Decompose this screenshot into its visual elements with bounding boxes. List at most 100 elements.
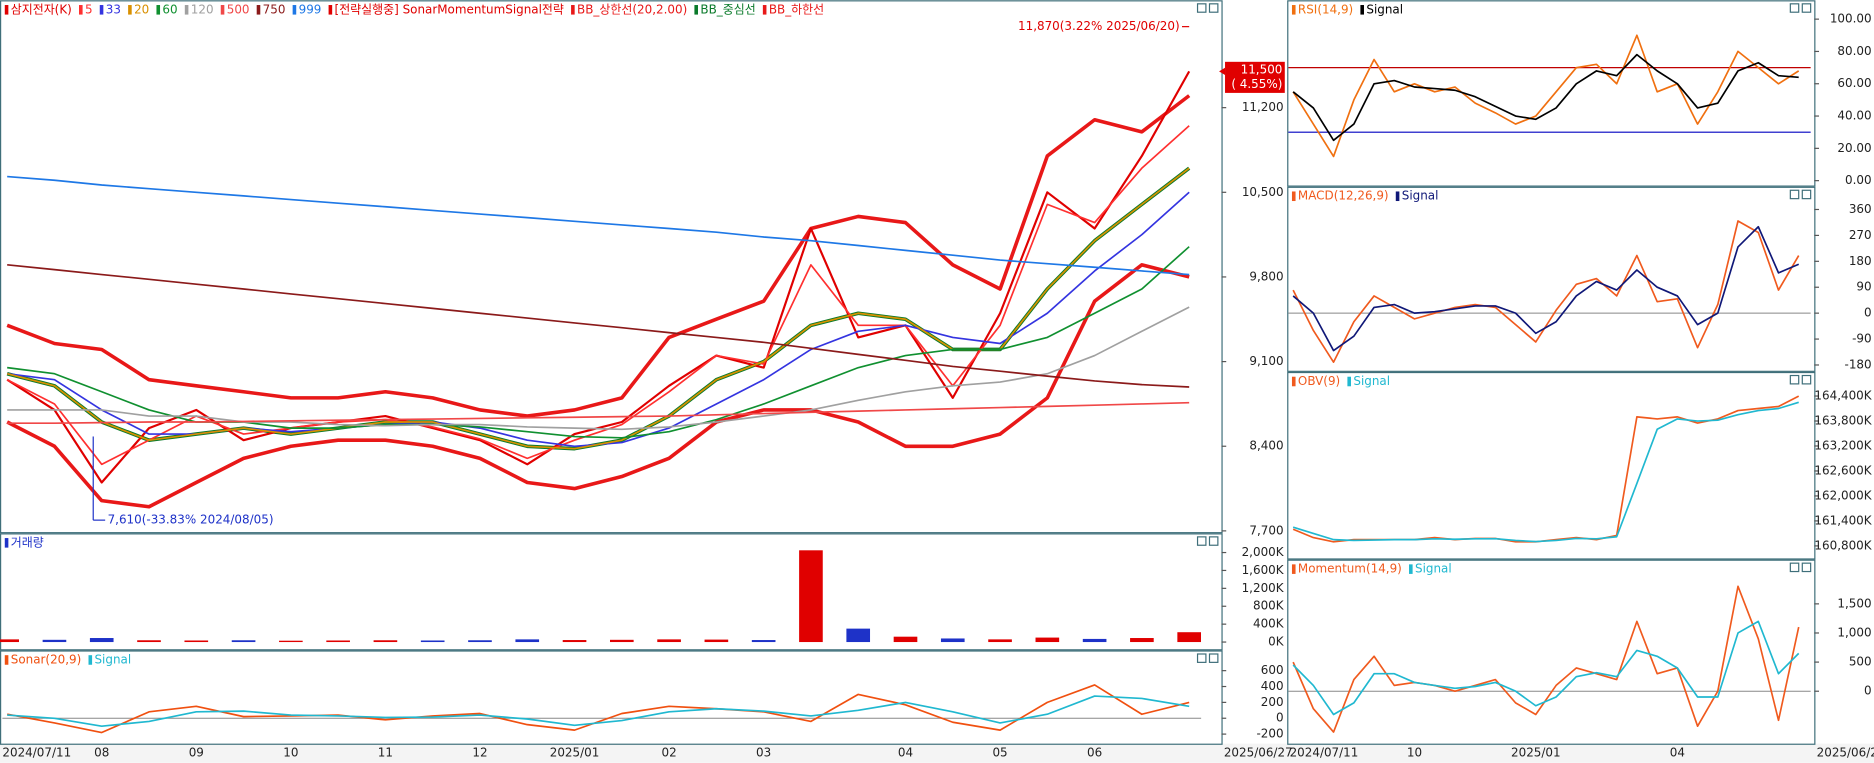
panel-frame xyxy=(0,0,1223,534)
volume-bar xyxy=(609,639,634,643)
y-tick-label: 1,600K xyxy=(1242,563,1285,577)
panel-button[interactable] xyxy=(1801,374,1812,385)
x-tick-label: 08 xyxy=(94,746,109,760)
panel-frame xyxy=(0,533,1223,651)
volume-bar xyxy=(1082,638,1107,643)
last-price-box xyxy=(1225,61,1285,93)
legend-swatch xyxy=(1291,564,1296,574)
volume-bar xyxy=(704,639,729,643)
legend-label: 20 xyxy=(134,2,149,16)
legend-swatch xyxy=(88,655,93,665)
panel-button[interactable] xyxy=(1801,562,1812,573)
legend-label: Signal xyxy=(1366,2,1403,16)
legend-swatch xyxy=(571,5,575,15)
legend-label: BB_하한선 xyxy=(769,2,824,16)
panel-frame xyxy=(1287,0,1816,187)
series-line xyxy=(1292,53,1799,142)
y-tick-label: 0 xyxy=(1864,684,1872,698)
x-tick-label: 2024/07/11 xyxy=(2,746,71,760)
y-tick-label: 8,400 xyxy=(1249,439,1283,453)
legend-swatch xyxy=(128,5,132,15)
volume-bar xyxy=(231,640,256,643)
panel-button[interactable] xyxy=(1801,189,1812,200)
y-tick-label: 162,000K xyxy=(1814,488,1872,502)
y-tick-label: 180 xyxy=(1849,254,1872,268)
legend-swatch xyxy=(184,5,189,15)
y-tick-label: 11,200 xyxy=(1242,100,1284,114)
low-annotation: 7,610(-33.83% 2024/08/05) xyxy=(108,513,274,527)
plot-area xyxy=(1292,395,1800,543)
y-tick-label: 164,400K xyxy=(1814,389,1872,403)
panel-frame xyxy=(1287,186,1816,372)
y-tick-label: 200 xyxy=(1261,695,1284,709)
x-tick-label: 03 xyxy=(756,746,771,760)
legend-swatch xyxy=(1347,376,1351,387)
x-tick-label: 2025/06/27 xyxy=(1224,746,1293,760)
bollinger-band xyxy=(6,94,1191,418)
legend-label: Momentum(14,9) xyxy=(1298,562,1402,576)
y-tick-label: -180 xyxy=(1845,357,1872,371)
y-tick-label: -90 xyxy=(1852,332,1872,346)
legend-label: 5 xyxy=(85,2,93,16)
panel-button[interactable] xyxy=(1801,3,1812,13)
panel-button[interactable] xyxy=(1208,3,1219,13)
y-tick-label: 60.00 xyxy=(1837,76,1871,90)
legend-swatch xyxy=(256,5,261,15)
y-tick-label: 7,700 xyxy=(1249,523,1283,537)
y-tick-label: 163,800K xyxy=(1814,414,1872,428)
volume-bar xyxy=(940,638,965,643)
x-tick-label: 11 xyxy=(378,746,393,760)
volume-bar xyxy=(751,640,776,643)
panel-button[interactable] xyxy=(1789,3,1800,13)
legend-label: Sonar(20,9) xyxy=(11,652,82,666)
legend-label: 500 xyxy=(227,2,250,16)
y-tick-label: 9,800 xyxy=(1249,269,1283,283)
series-line xyxy=(1292,620,1800,716)
legend-swatch xyxy=(1291,376,1296,387)
volume-bar xyxy=(657,639,681,643)
panel-button[interactable] xyxy=(1196,536,1207,546)
last-price: 11,500 xyxy=(1241,63,1283,77)
y-tick-label: 9,100 xyxy=(1249,354,1283,368)
panel-button[interactable] xyxy=(1789,562,1800,573)
last-change: ( 4.55%) xyxy=(1231,77,1282,91)
x-tick-label: 2025/01 xyxy=(1511,746,1561,760)
series-line xyxy=(7,684,1190,734)
panel-frame xyxy=(1287,559,1816,745)
legend-label: Signal xyxy=(1415,562,1452,576)
y-tick-label: 161,400K xyxy=(1814,513,1872,527)
y-tick-label: 400 xyxy=(1261,679,1284,693)
x-tick-label: 04 xyxy=(1670,746,1685,760)
panel-button[interactable] xyxy=(1196,3,1207,13)
x-tick-label: 2025/06/27 xyxy=(1817,746,1874,760)
volume-bar xyxy=(562,640,587,643)
panel-button[interactable] xyxy=(1196,653,1207,663)
volume-bar xyxy=(468,640,492,643)
panel-button[interactable] xyxy=(1208,536,1219,546)
plot-area xyxy=(1288,220,1811,363)
volume-bar xyxy=(1177,632,1201,643)
series-line xyxy=(7,695,1190,728)
legend-label: 999 xyxy=(299,2,322,16)
y-tick-label: 163,200K xyxy=(1814,438,1872,452)
legend-label: 120 xyxy=(191,2,214,16)
panel-button[interactable] xyxy=(1789,189,1800,200)
series-line xyxy=(1292,225,1800,352)
y-tick-label: 40.00 xyxy=(1837,109,1871,123)
panel-button[interactable] xyxy=(1208,653,1219,663)
legend-swatch xyxy=(220,5,225,15)
high-annotation: 11,870(3.22% 2025/06/20) xyxy=(1018,19,1180,33)
legend-label: [전략실행중] SonarMomentumSignal전략 xyxy=(335,1,564,16)
legend-swatch xyxy=(1409,564,1413,574)
x-tick-label: 10 xyxy=(1407,746,1422,760)
panel-button[interactable] xyxy=(1789,374,1800,385)
x-tick-label: 2024/07/11 xyxy=(1290,746,1359,760)
y-tick-label: 0 xyxy=(1276,711,1284,725)
series-line xyxy=(1292,34,1800,158)
x-axis-strip xyxy=(0,743,1874,763)
series-line xyxy=(7,306,1190,431)
legend-label: Signal xyxy=(1402,189,1439,203)
legend-label: Signal xyxy=(1353,374,1390,388)
